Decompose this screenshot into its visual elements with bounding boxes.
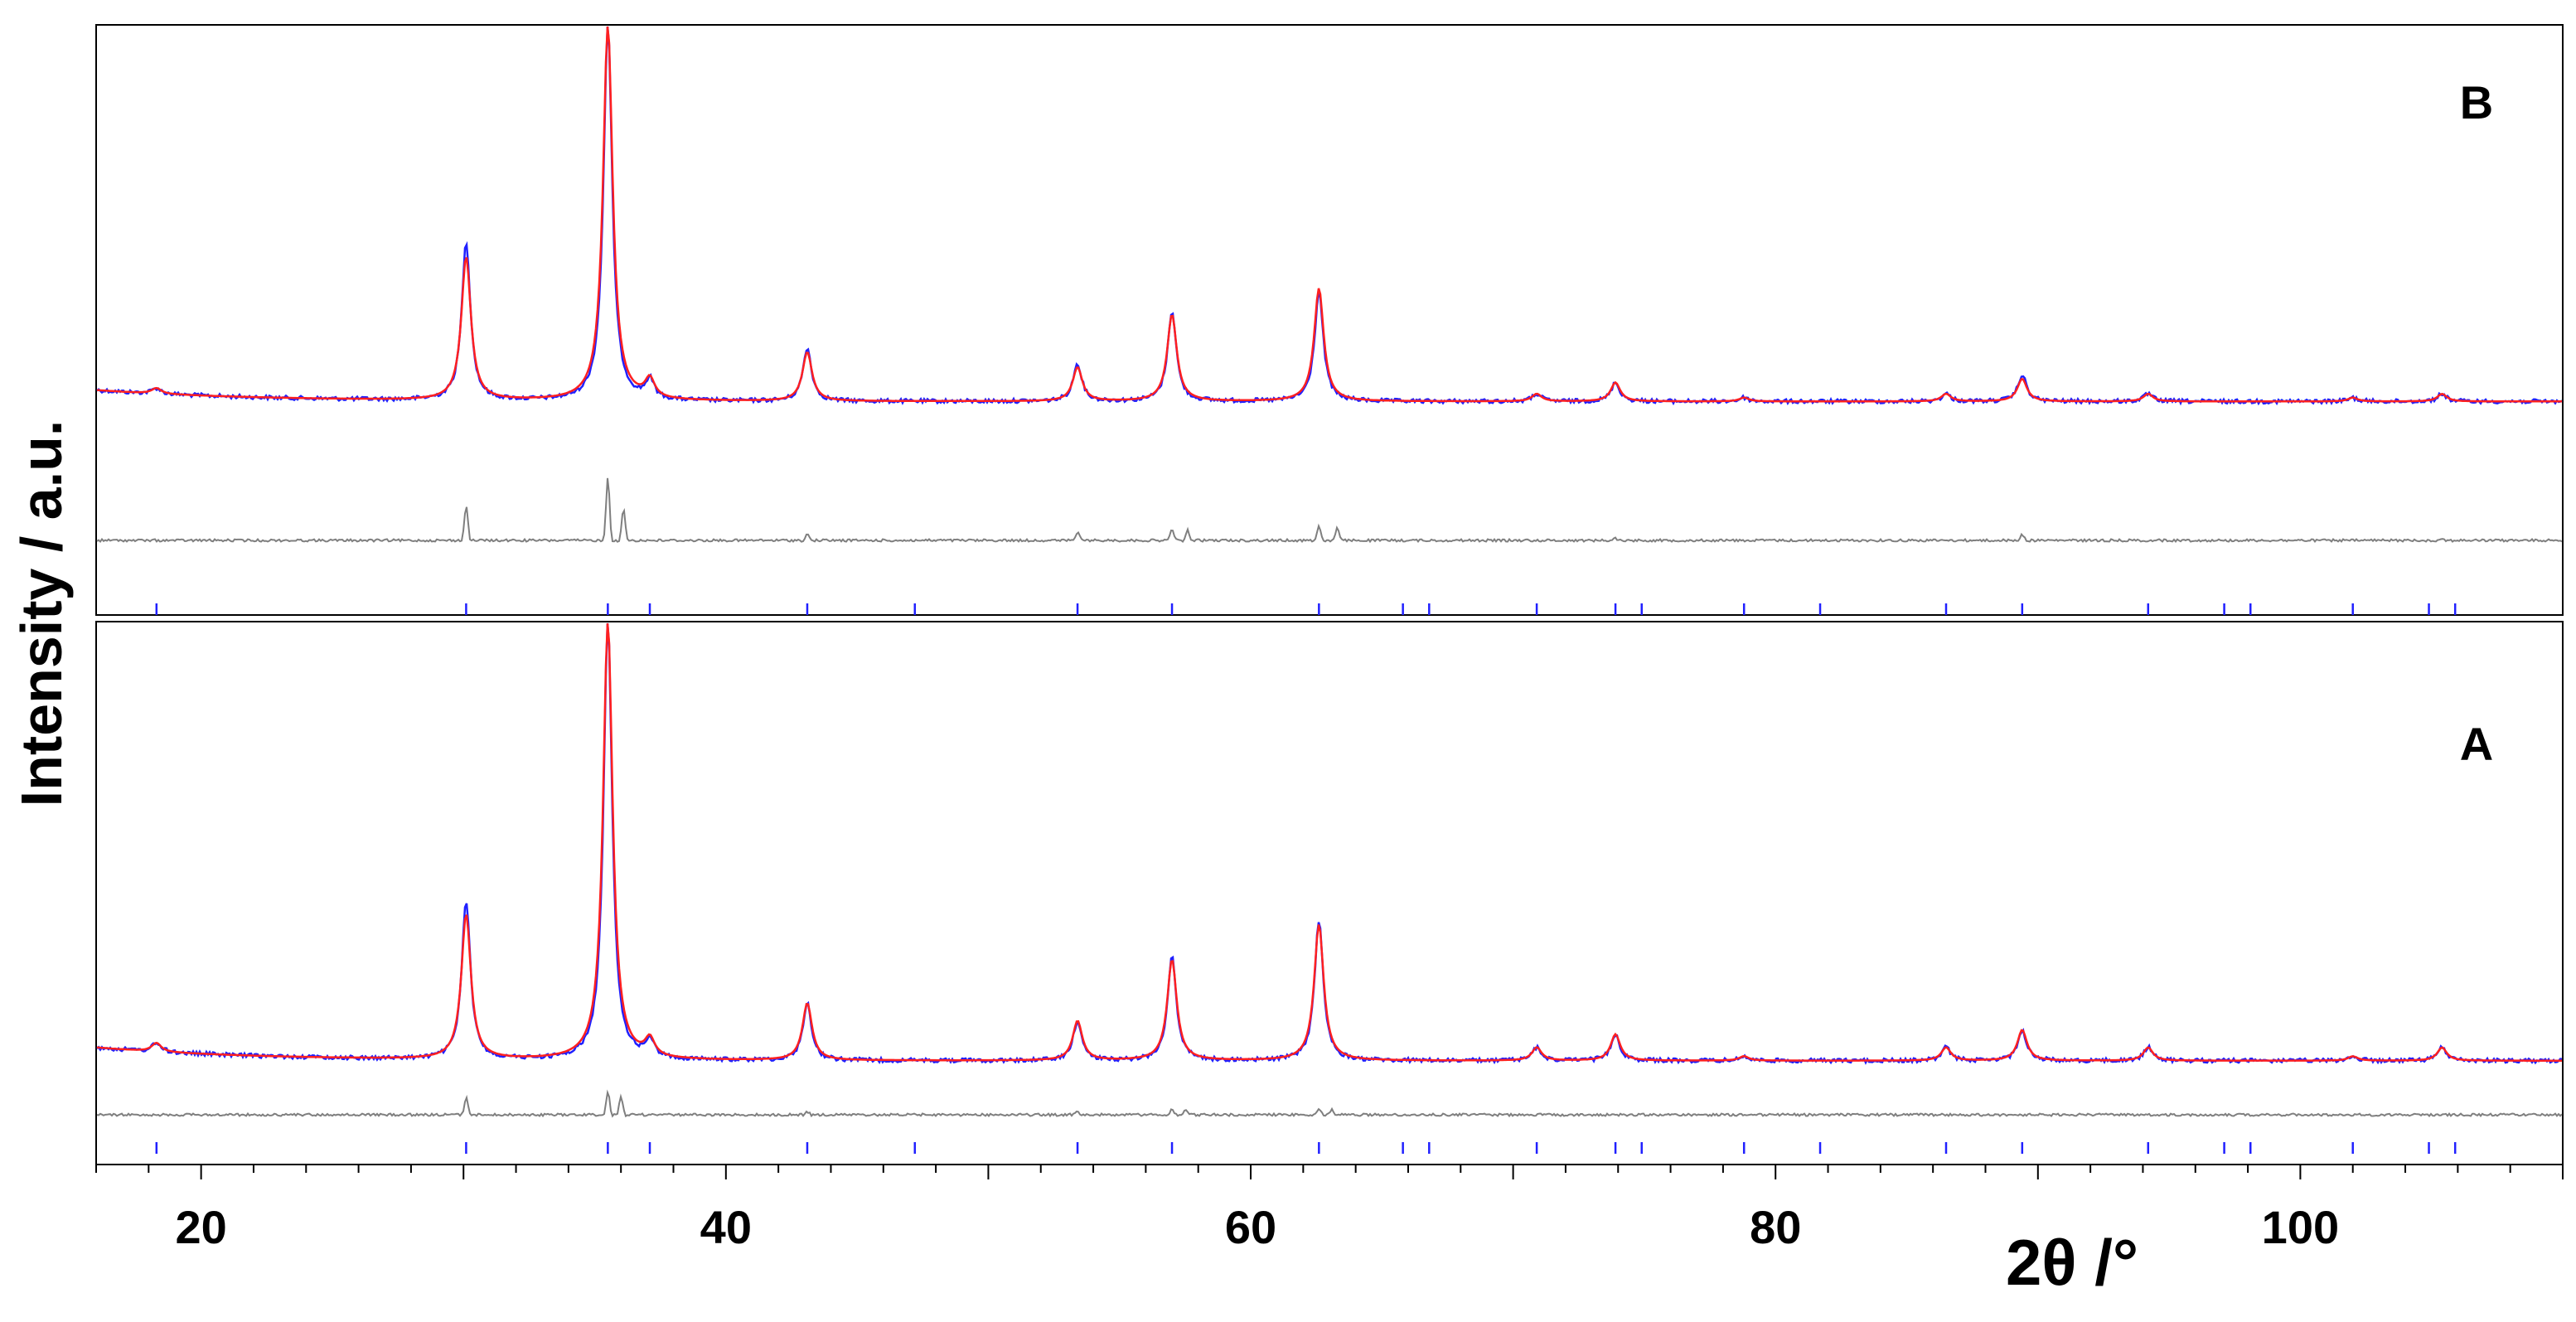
series-observed <box>96 26 2563 406</box>
series-difference <box>96 1089 2563 1118</box>
series-calculated <box>96 622 2562 1062</box>
x-axis: 20 40 60 80 100 <box>95 1165 2564 1253</box>
x-tick-label: 40 <box>700 1201 752 1253</box>
panel-label: A <box>2460 718 2493 770</box>
panel-frame <box>95 24 2564 616</box>
series-difference <box>96 477 2563 544</box>
x-tick-label: 100 <box>2262 1201 2339 1253</box>
series-observed <box>96 622 2563 1065</box>
panel-frame <box>95 621 2564 1165</box>
x-tick-label: 80 <box>1750 1201 1801 1253</box>
x-tick-label: 20 <box>175 1201 226 1253</box>
series-calculated <box>96 26 2562 403</box>
panel-label: B <box>2460 76 2493 128</box>
panel-b: B <box>95 24 2564 616</box>
y-axis-label: Intensity / a.u. <box>9 419 74 807</box>
x-tick-label: 60 <box>1225 1201 1276 1253</box>
x-axis-label: 2θ /° <box>2006 1226 2139 1299</box>
panel-a: A <box>95 621 2564 1165</box>
